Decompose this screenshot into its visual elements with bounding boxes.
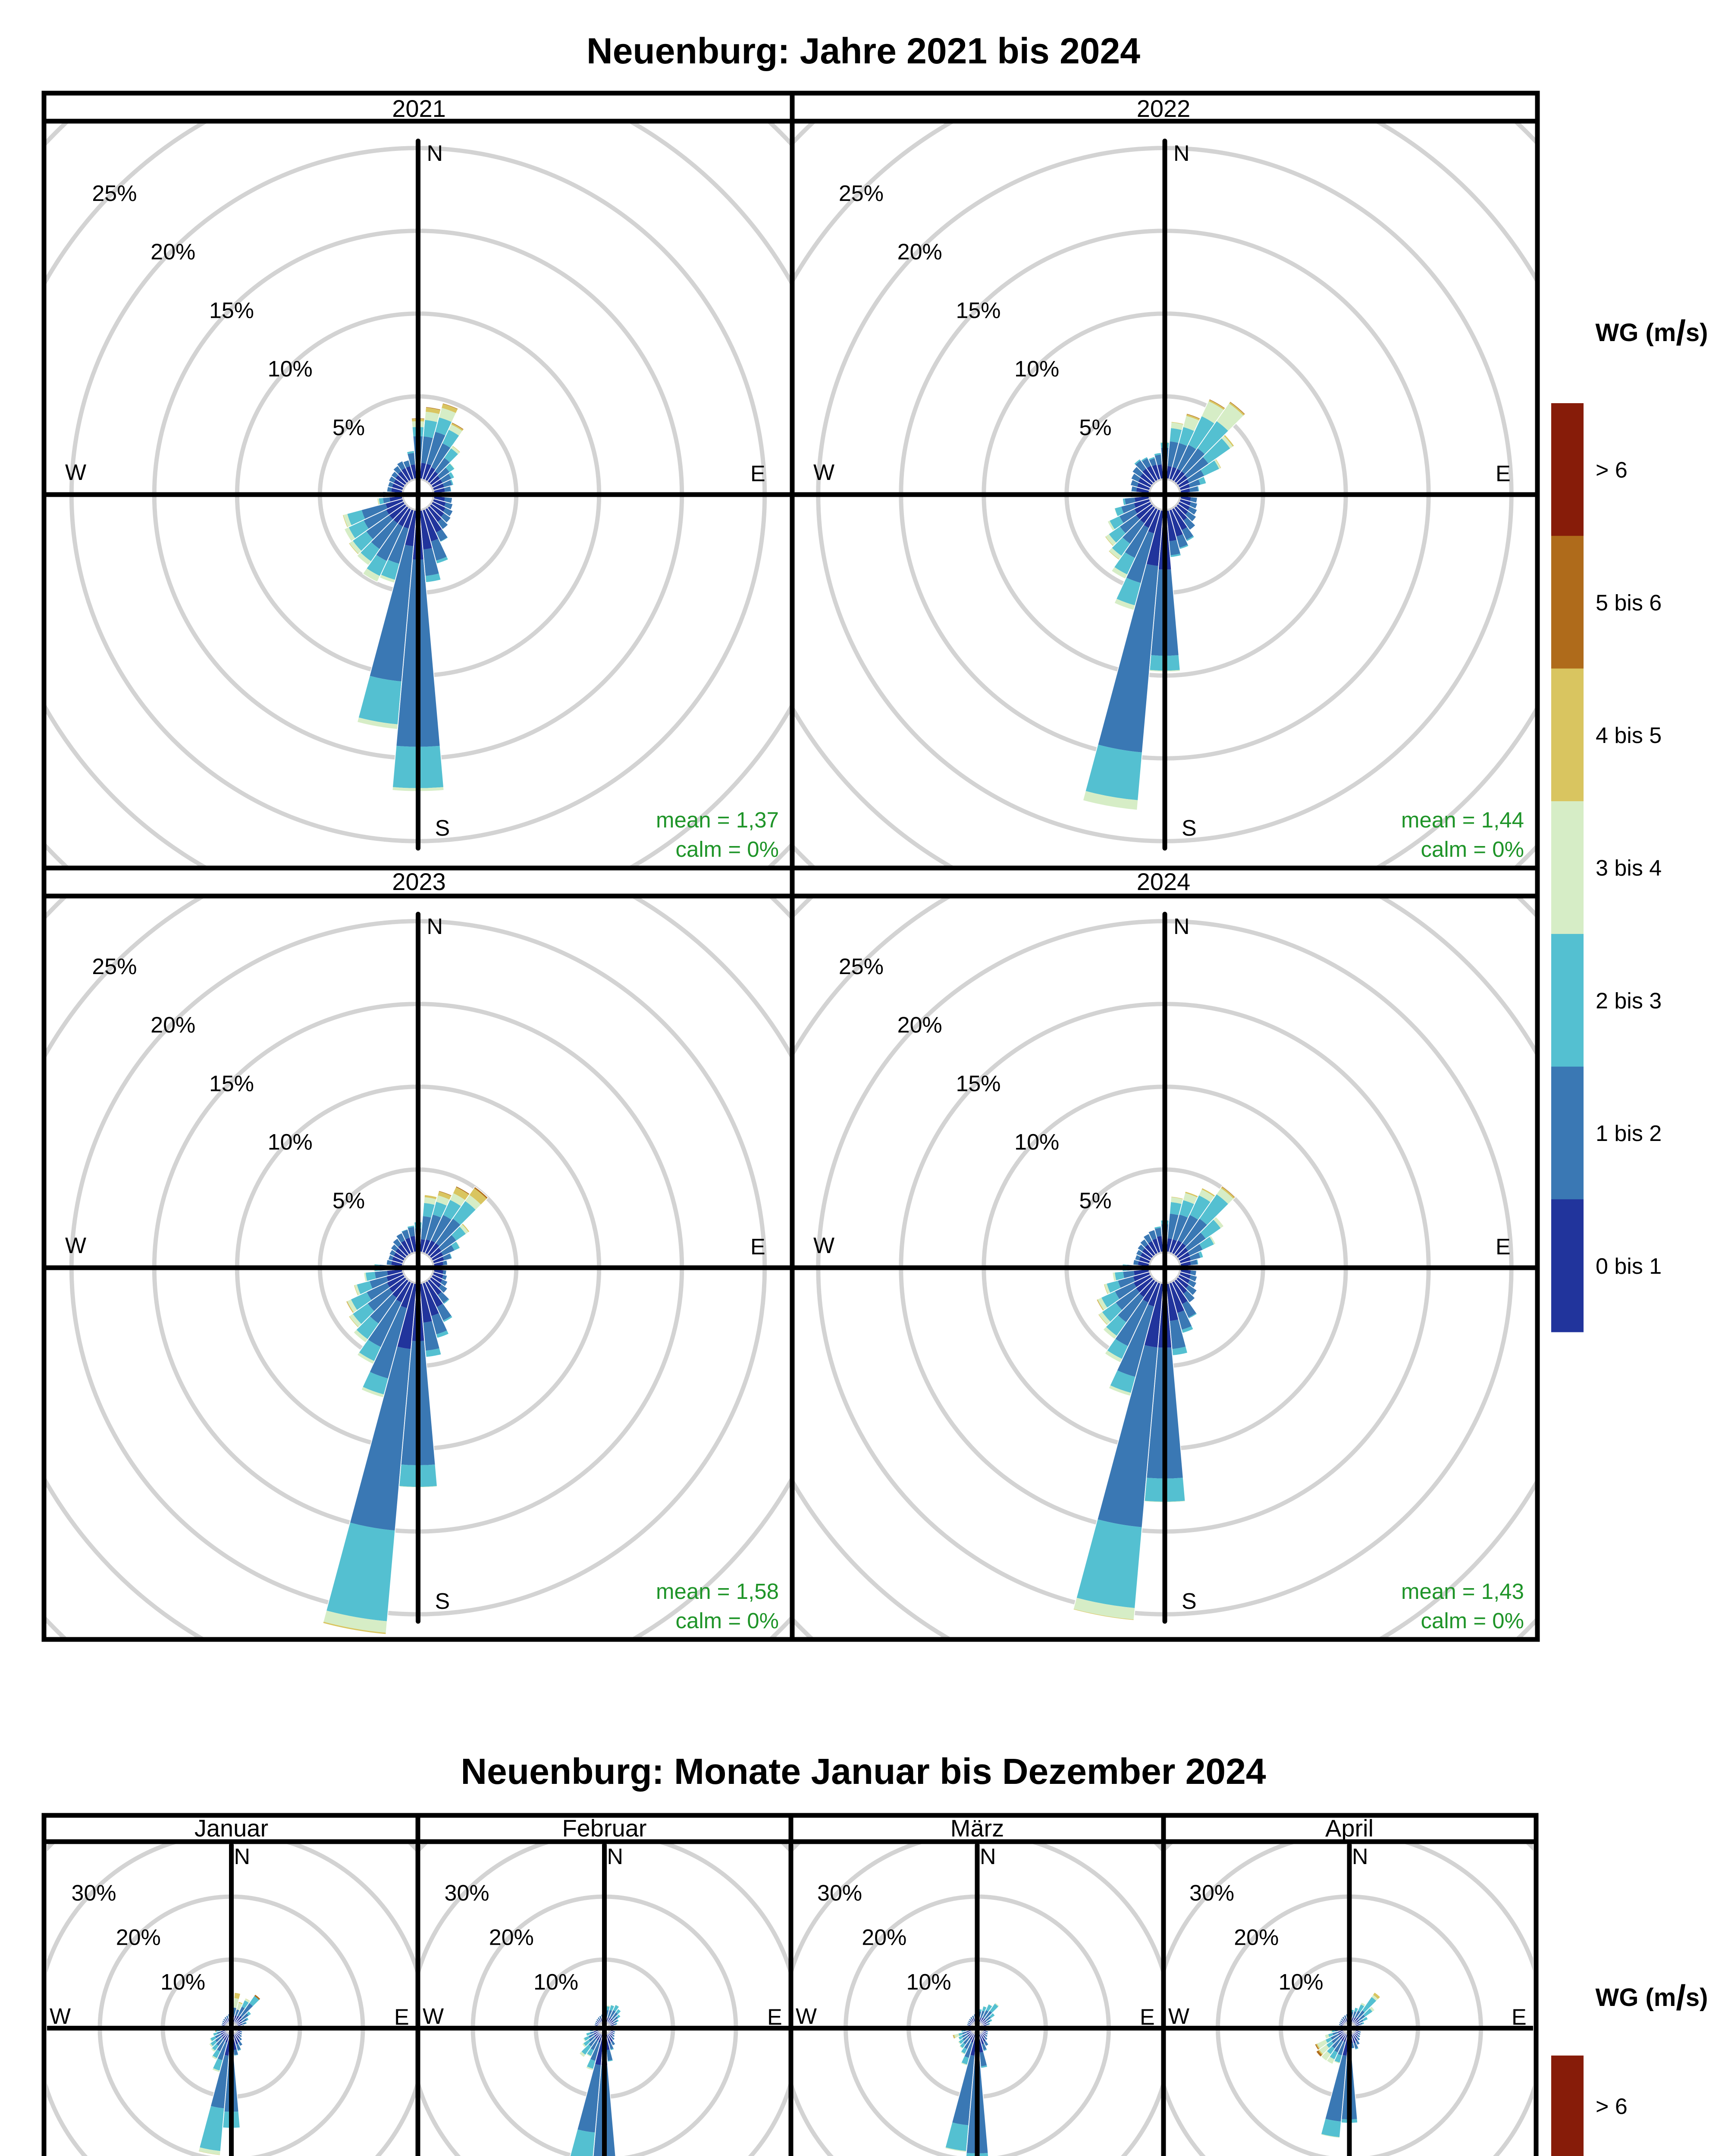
svg-text:30%: 30% [72, 1881, 116, 1906]
svg-text:20%: 20% [151, 1013, 195, 1038]
svg-text:2 bis 3: 2 bis 3 [1596, 988, 1662, 1013]
svg-text:30%: 30% [817, 1881, 862, 1906]
svg-text:E: E [1512, 2005, 1527, 2030]
svg-text:20%: 20% [1234, 1925, 1279, 1950]
svg-text:E: E [750, 461, 765, 486]
svg-text:mean = 1,37: mean = 1,37 [656, 808, 779, 832]
svg-text:E: E [394, 2005, 409, 2030]
svg-text:15%: 15% [209, 298, 254, 323]
svg-text:S: S [435, 1589, 450, 1614]
svg-text:W: W [813, 460, 834, 485]
svg-text:W: W [423, 2004, 444, 2029]
svg-text:5 bis 6: 5 bis 6 [1596, 590, 1662, 615]
svg-text:E: E [1496, 461, 1511, 486]
svg-text:2024: 2024 [1137, 868, 1191, 895]
svg-text:5%: 5% [1079, 415, 1111, 440]
svg-text:WG (m/s): WG (m/s) [1596, 314, 1708, 353]
svg-text:2021: 2021 [392, 95, 446, 122]
svg-text:10%: 10% [533, 1970, 578, 1995]
svg-text:25%: 25% [839, 954, 884, 979]
svg-text:10%: 10% [1279, 1970, 1324, 1995]
svg-text:W: W [65, 1233, 86, 1258]
svg-text:10%: 10% [160, 1970, 205, 1995]
svg-text:15%: 15% [956, 298, 1000, 323]
svg-text:Neuenburg: Monate Januar bis D: Neuenburg: Monate Januar bis Dezember 20… [461, 1751, 1266, 1792]
svg-text:mean = 1,44: mean = 1,44 [1401, 808, 1524, 832]
svg-text:10%: 10% [1014, 357, 1059, 382]
svg-text:N: N [980, 1844, 996, 1869]
svg-text:S: S [1182, 816, 1197, 841]
svg-text:5%: 5% [332, 1188, 365, 1213]
svg-text:25%: 25% [839, 181, 884, 206]
svg-text:20%: 20% [151, 240, 195, 265]
svg-text:0 bis 1: 0 bis 1 [1596, 1254, 1662, 1279]
svg-text:N: N [1173, 914, 1190, 939]
svg-text:3 bis 4: 3 bis 4 [1596, 856, 1662, 881]
svg-text:S: S [1182, 1589, 1197, 1614]
svg-text:N: N [427, 141, 443, 166]
svg-text:10%: 10% [268, 1130, 313, 1155]
svg-text:E: E [1140, 2005, 1155, 2030]
svg-text:2022: 2022 [1137, 95, 1191, 122]
svg-text:E: E [1496, 1235, 1511, 1260]
svg-text:E: E [767, 2005, 782, 2030]
svg-text:15%: 15% [956, 1071, 1000, 1096]
svg-text:Februar: Februar [562, 1814, 646, 1842]
svg-text:calm = 0%: calm = 0% [675, 837, 779, 862]
svg-text:30%: 30% [1189, 1881, 1234, 1906]
svg-text:> 6: > 6 [1596, 2094, 1628, 2119]
svg-text:W: W [813, 1233, 834, 1258]
svg-text:25%: 25% [92, 954, 137, 979]
svg-text:10%: 10% [268, 357, 313, 382]
svg-text:30%: 30% [445, 1881, 489, 1906]
svg-text:2023: 2023 [392, 868, 446, 895]
svg-text:mean = 1,43: mean = 1,43 [1401, 1579, 1524, 1604]
svg-text:W: W [1168, 2004, 1189, 2029]
svg-text:15%: 15% [209, 1071, 254, 1096]
svg-text:W: W [796, 2004, 817, 2029]
svg-text:N: N [427, 914, 443, 939]
svg-text:calm = 0%: calm = 0% [1421, 1608, 1524, 1633]
svg-text:mean = 1,58: mean = 1,58 [656, 1579, 779, 1604]
svg-text:10%: 10% [906, 1970, 951, 1995]
svg-text:5%: 5% [332, 415, 365, 440]
svg-text:W: W [65, 460, 86, 485]
svg-text:März: März [950, 1814, 1004, 1842]
svg-text:10%: 10% [1014, 1130, 1059, 1155]
svg-text:N: N [234, 1844, 251, 1869]
svg-text:25%: 25% [92, 181, 137, 206]
svg-text:20%: 20% [862, 1925, 906, 1950]
svg-text:April: April [1325, 1814, 1374, 1842]
svg-text:calm = 0%: calm = 0% [675, 1608, 779, 1633]
svg-text:4 bis 5: 4 bis 5 [1596, 723, 1662, 748]
svg-text:20%: 20% [897, 1013, 942, 1038]
svg-text:1 bis 2: 1 bis 2 [1596, 1121, 1662, 1146]
svg-text:WG (m/s): WG (m/s) [1596, 1979, 1708, 2018]
svg-text:Januar: Januar [194, 1814, 268, 1842]
svg-text:S: S [435, 816, 450, 841]
svg-text:20%: 20% [116, 1925, 161, 1950]
svg-text:E: E [750, 1235, 765, 1260]
svg-text:5%: 5% [1079, 1188, 1111, 1213]
svg-text:calm = 0%: calm = 0% [1421, 837, 1524, 862]
svg-text:N: N [1173, 141, 1190, 166]
svg-text:20%: 20% [489, 1925, 534, 1950]
svg-text:N: N [1352, 1844, 1368, 1869]
svg-text:> 6: > 6 [1596, 458, 1628, 483]
svg-text:20%: 20% [897, 240, 942, 265]
svg-text:Neuenburg: Jahre 2021 bis 2024: Neuenburg: Jahre 2021 bis 2024 [586, 31, 1140, 71]
svg-text:N: N [607, 1844, 624, 1869]
svg-text:W: W [50, 2004, 71, 2029]
